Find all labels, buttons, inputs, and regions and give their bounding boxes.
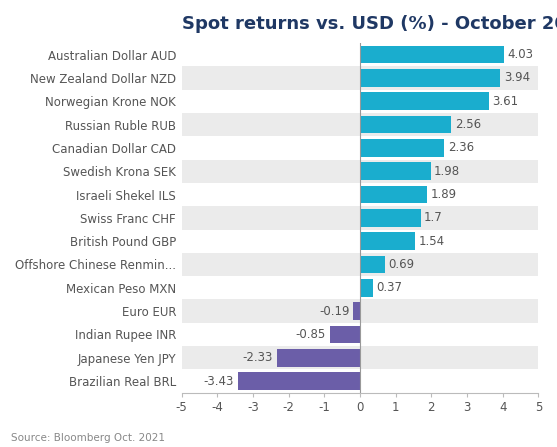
Text: 2.56: 2.56 [455, 118, 481, 131]
Bar [182, 346, 538, 370]
Text: -0.85: -0.85 [296, 328, 326, 341]
Bar [182, 276, 538, 299]
Text: 1.89: 1.89 [431, 188, 457, 201]
Text: 2.36: 2.36 [448, 141, 474, 154]
Text: 0.37: 0.37 [377, 281, 403, 294]
Bar [182, 370, 538, 393]
Text: 3.61: 3.61 [492, 95, 519, 108]
Bar [182, 253, 538, 276]
Bar [182, 206, 538, 229]
Bar [182, 299, 538, 323]
Bar [360, 116, 451, 133]
Bar [360, 209, 421, 227]
Bar [360, 46, 504, 63]
Bar [277, 349, 360, 367]
Bar [330, 326, 360, 343]
Bar [182, 323, 538, 346]
Bar [182, 183, 538, 206]
Text: Source: Bloomberg Oct. 2021: Source: Bloomberg Oct. 2021 [11, 433, 165, 443]
Bar [182, 113, 538, 136]
Bar [353, 303, 360, 320]
Bar [182, 43, 538, 66]
Bar [182, 66, 538, 89]
Bar [360, 162, 431, 180]
Bar [182, 229, 538, 253]
Bar [182, 89, 538, 113]
Bar [360, 232, 415, 250]
Text: 0.69: 0.69 [388, 258, 414, 271]
Bar [182, 160, 538, 183]
Text: -2.33: -2.33 [243, 351, 273, 364]
Bar [360, 93, 488, 110]
Text: 4.03: 4.03 [507, 48, 533, 61]
Text: -3.43: -3.43 [204, 375, 234, 388]
Bar [360, 69, 501, 87]
Bar [238, 372, 360, 390]
Text: -0.19: -0.19 [319, 305, 350, 318]
Text: Spot returns vs. USD (%) - October 2021: Spot returns vs. USD (%) - October 2021 [182, 15, 557, 33]
Bar [182, 136, 538, 160]
Text: 1.7: 1.7 [424, 211, 443, 224]
Bar [360, 256, 384, 273]
Bar [360, 139, 444, 156]
Bar [360, 186, 427, 203]
Text: 3.94: 3.94 [504, 72, 530, 84]
Bar [360, 279, 373, 296]
Text: 1.54: 1.54 [418, 235, 444, 248]
Text: 1.98: 1.98 [434, 164, 460, 178]
